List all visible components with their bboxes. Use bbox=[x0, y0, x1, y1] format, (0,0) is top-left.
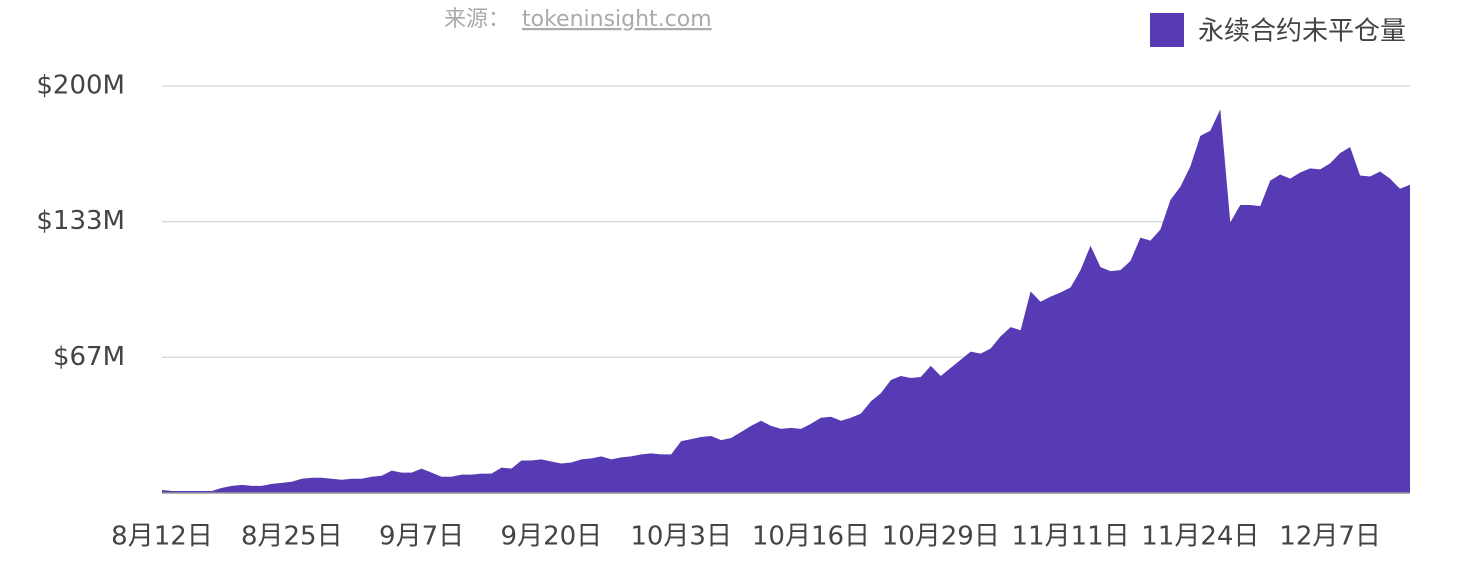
x-tick-label: 10月3日 bbox=[630, 522, 732, 552]
source-link[interactable]: tokeninsight.com bbox=[522, 7, 712, 32]
y-tick-label: $200M bbox=[36, 71, 125, 101]
x-tick-label: 11月11日 bbox=[1011, 522, 1129, 552]
area bbox=[162, 109, 1410, 493]
x-tick-label: 10月16日 bbox=[752, 522, 870, 552]
source-label: 来源： bbox=[444, 7, 510, 32]
y-tick-label: $133M bbox=[36, 206, 125, 236]
y-tick-label: $67M bbox=[53, 342, 125, 372]
x-tick-label: 10月29日 bbox=[882, 522, 1000, 552]
legend-label: 永续合约未平仓量 bbox=[1198, 17, 1406, 47]
x-tick-label: 8月12日 bbox=[111, 522, 213, 552]
x-tick-label: 9月7日 bbox=[379, 522, 464, 552]
legend-swatch bbox=[1150, 13, 1184, 47]
x-tick-label: 9月20日 bbox=[501, 522, 603, 552]
x-tick-label: 12月7日 bbox=[1279, 522, 1381, 552]
x-tick-label: 8月25日 bbox=[241, 522, 343, 552]
x-tick-label: 11月24日 bbox=[1141, 522, 1259, 552]
